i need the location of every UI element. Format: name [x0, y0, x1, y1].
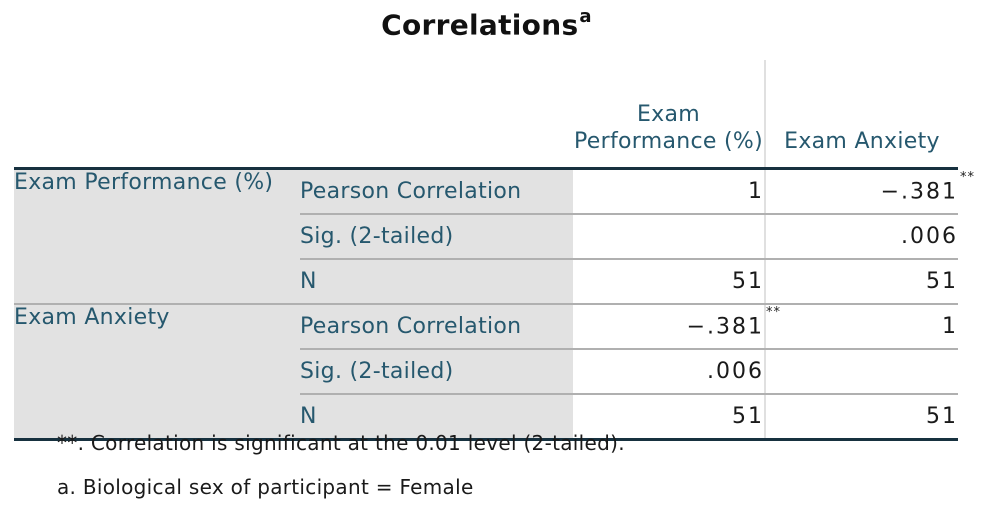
table-title-footnote-marker: a: [579, 6, 592, 27]
cell-value: −.381: [686, 314, 764, 340]
table-footnotes: **. Correlation is significant at the 0.…: [57, 430, 967, 518]
footnote-significance: **. Correlation is significant at the 0.…: [57, 431, 625, 455]
cell-value: 1: [748, 179, 764, 204]
column-header-exam-performance: Exam Performance (%): [573, 60, 765, 170]
table-row: N 51 51: [14, 259, 958, 305]
value-cell: [764, 349, 958, 395]
column-header-row: Exam Performance (%) Exam Anxiety: [14, 60, 958, 170]
cell-value: 51: [732, 269, 764, 294]
correlations-table: Exam Performance (%) Exam Anxiety Exam P…: [14, 60, 974, 441]
cell-value: −.381: [880, 179, 958, 205]
table-row: Sig. (2-tailed) .006: [14, 349, 958, 395]
cell-value: 51: [926, 404, 958, 429]
table-row: Exam Performance (%) Pearson Correlation…: [14, 168, 974, 305]
row-group-label-exam-performance: Exam Performance (%): [14, 168, 300, 305]
table-row: Sig. (2-tailed) .006: [14, 214, 958, 260]
value-cell: 51: [573, 394, 765, 441]
statistic-label: N: [300, 259, 573, 305]
cell-value: .006: [707, 359, 764, 384]
value-cell: .006: [764, 214, 958, 260]
statistic-label: Pearson Correlation: [300, 168, 573, 215]
cell-value: .006: [901, 224, 958, 249]
value-cell: −.381**: [573, 304, 780, 350]
spss-output-page: Correlationsa Exam Performance (%) Exam …: [14, 6, 974, 499]
table-title-text: Correlations: [381, 8, 579, 42]
corner-cell-empty: [14, 60, 300, 170]
statistic-label: Sig. (2-tailed): [300, 349, 573, 395]
column-header-exam-anxiety: Exam Anxiety: [764, 60, 958, 170]
value-cell: 51: [573, 259, 765, 305]
table-row: N 51 51: [14, 394, 958, 441]
statistic-label: N: [300, 394, 573, 441]
value-cell: 51: [764, 259, 958, 305]
corner-cell-empty-2: [300, 60, 573, 170]
value-cell: 51: [764, 394, 958, 441]
value-cell: 1: [764, 304, 958, 350]
table-title: Correlationsa: [14, 6, 958, 42]
value-cell: −.381**: [764, 168, 974, 215]
value-cell: [573, 214, 765, 260]
row-group-label-exam-anxiety: Exam Anxiety: [14, 304, 300, 441]
value-cell: 1: [573, 168, 765, 215]
footnote-subset-filter: a. Biological sex of participant = Femal…: [57, 475, 474, 499]
value-cell: .006: [573, 349, 765, 395]
cell-value: 1: [942, 314, 958, 339]
cell-value: 51: [926, 269, 958, 294]
table-row: Exam Anxiety Pearson Correlation −.381**…: [14, 304, 958, 441]
statistic-label: Pearson Correlation: [300, 304, 573, 350]
cell-value: 51: [732, 404, 764, 429]
statistic-label: Sig. (2-tailed): [300, 214, 573, 260]
